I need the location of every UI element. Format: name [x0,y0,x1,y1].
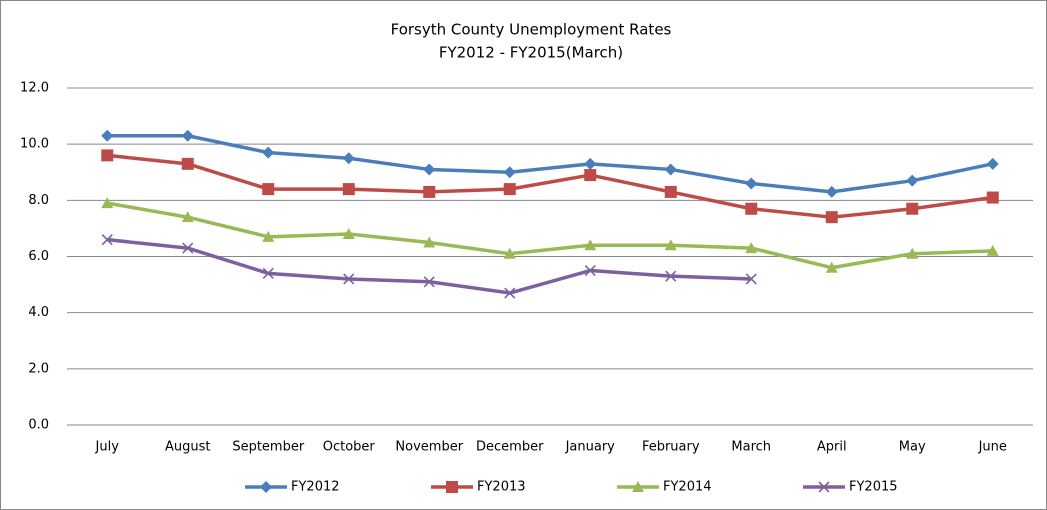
marker [423,163,436,176]
marker [664,163,677,176]
marker [745,242,758,254]
marker [665,270,677,282]
legend-marker [632,481,644,492]
marker [423,236,436,248]
marker [906,174,919,187]
x-tick-label: June [978,440,1007,455]
marker [584,239,597,251]
marker [101,129,114,142]
legend-label: FY2012 [291,480,340,495]
legend-marker [818,481,830,493]
marker [906,202,919,215]
legend-label: FY2015 [849,480,898,495]
marker [101,197,114,209]
marker [181,211,194,223]
marker [986,157,999,170]
marker [503,166,516,179]
marker [342,183,355,196]
legend-label: FY2013 [477,480,526,495]
marker [181,129,194,142]
y-tick-label: 0.0 [28,418,49,433]
marker [262,267,274,279]
marker [342,152,355,165]
marker [584,264,596,277]
marker [503,183,516,196]
marker [825,185,838,198]
legend-marker [446,481,458,493]
marker [745,177,758,190]
series-line [107,133,994,194]
marker [342,228,355,240]
marker [262,146,275,159]
x-tick-label: October [323,440,376,455]
marker [986,191,999,204]
x-tick-label: December [476,440,544,455]
y-tick-label: 8.0 [28,193,49,208]
marker [584,169,597,182]
marker [906,247,919,259]
marker [825,211,838,224]
y-tick-label: 6.0 [28,249,49,264]
marker [664,185,677,198]
x-tick-label: May [899,440,926,455]
marker [664,239,677,251]
x-tick-label: January [565,440,616,455]
series-line [107,153,993,219]
marker [423,185,436,198]
marker [504,287,516,299]
marker [745,202,758,215]
x-tick-label: August [165,440,211,455]
y-tick-label: 2.0 [28,361,49,376]
y-tick-label: 4.0 [28,305,49,320]
marker [101,234,113,246]
marker [745,273,757,285]
marker [182,242,194,254]
legend-marker [260,481,272,493]
marker [503,247,516,259]
marker [181,157,194,170]
series-line [106,201,993,270]
x-tick-label: November [395,440,463,455]
marker [423,276,435,288]
x-tick-label: March [731,440,771,455]
y-tick-label: 10.0 [20,137,49,152]
legend-label: FY2014 [663,480,712,495]
marker [262,230,275,242]
x-tick-label: September [232,440,305,455]
marker [584,157,597,170]
y-tick-label: 12.0 [20,81,49,96]
marker [825,261,838,273]
marker [101,149,114,162]
chart-subtitle: FY2012 - FY2015(March) [439,44,623,62]
x-tick-label: April [817,440,847,455]
marker [262,183,275,196]
marker [986,244,999,256]
chart-title: Forsyth County Unemployment Rates [391,21,672,39]
x-tick-label: July [95,440,120,455]
x-tick-label: February [642,440,700,455]
marker [343,273,355,285]
